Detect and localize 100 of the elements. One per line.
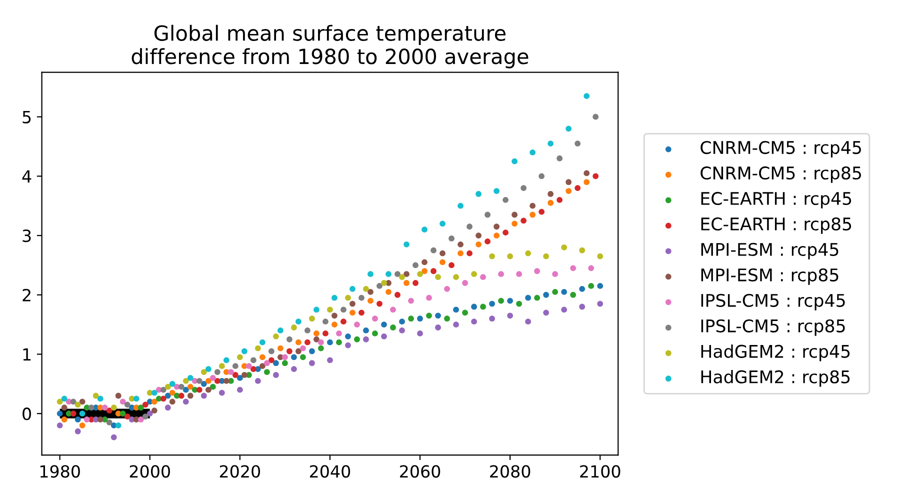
point [272,333,279,340]
point [120,410,126,417]
point [489,300,495,307]
point [182,398,189,405]
point [417,330,423,336]
point [399,318,405,325]
point [61,396,68,402]
point [314,306,320,313]
point [169,390,176,396]
point [494,232,500,238]
point [151,398,158,405]
point [264,360,270,366]
point [561,306,568,313]
point [444,286,450,292]
point [570,265,576,272]
point [579,247,586,254]
point [196,378,202,384]
point [350,286,356,292]
point [566,188,572,194]
point [142,414,148,420]
point [250,357,256,364]
point [241,372,248,378]
point [516,300,522,307]
point [282,360,288,366]
point [489,253,495,260]
y-tick-label: 3 [22,229,31,242]
point [318,345,324,352]
point [214,369,220,375]
point [592,114,599,120]
point [350,310,356,316]
x-tick-label: 2020 [220,465,260,478]
point [115,392,122,399]
point [498,298,504,304]
point [462,280,468,286]
point [588,265,594,272]
point [272,360,279,366]
point [422,226,428,233]
point [241,348,248,354]
point [372,316,378,322]
point [164,392,171,399]
point [282,354,288,360]
point [178,384,184,390]
legend-label: IPSL-CM5 : rcp85 [701,319,845,336]
point [332,322,338,328]
point [381,280,387,286]
point [440,250,446,256]
point [525,250,532,256]
point [574,185,581,191]
point [426,294,432,301]
point [516,271,522,278]
x-tick-label: 2040 [310,465,350,478]
point [214,378,220,384]
point [476,241,482,248]
point [538,173,545,180]
point [422,268,428,274]
point [223,357,230,364]
point [340,318,346,325]
point [327,339,333,346]
point [56,410,63,417]
point [79,410,86,417]
point [286,348,292,354]
point [200,392,207,399]
point [548,200,554,206]
point [277,328,284,334]
point [417,271,423,278]
point [574,140,581,146]
point [110,434,117,440]
point [92,392,99,399]
point [556,155,563,162]
point [399,274,405,280]
x-tick-label: 1980 [40,465,80,478]
point [102,404,108,411]
point [205,386,212,393]
point [570,292,576,298]
point [584,93,590,100]
point [246,363,252,370]
point [440,220,446,227]
point [146,410,153,417]
x-tick-label: 2100 [580,465,620,478]
point [182,378,189,384]
point [309,316,315,322]
point [548,191,554,197]
point [530,212,536,218]
point [561,288,568,295]
point [210,384,216,390]
point [390,324,396,330]
point [584,179,590,186]
y-tick-label: 5 [22,111,31,124]
point [386,288,392,295]
point [520,185,527,191]
point [332,312,338,319]
x-tick-label: 2000 [130,465,170,478]
point [435,324,441,330]
point [471,304,477,310]
point [74,402,81,408]
point [566,126,572,132]
point [498,271,504,278]
point [205,366,212,372]
point [512,158,518,164]
point [79,422,86,428]
